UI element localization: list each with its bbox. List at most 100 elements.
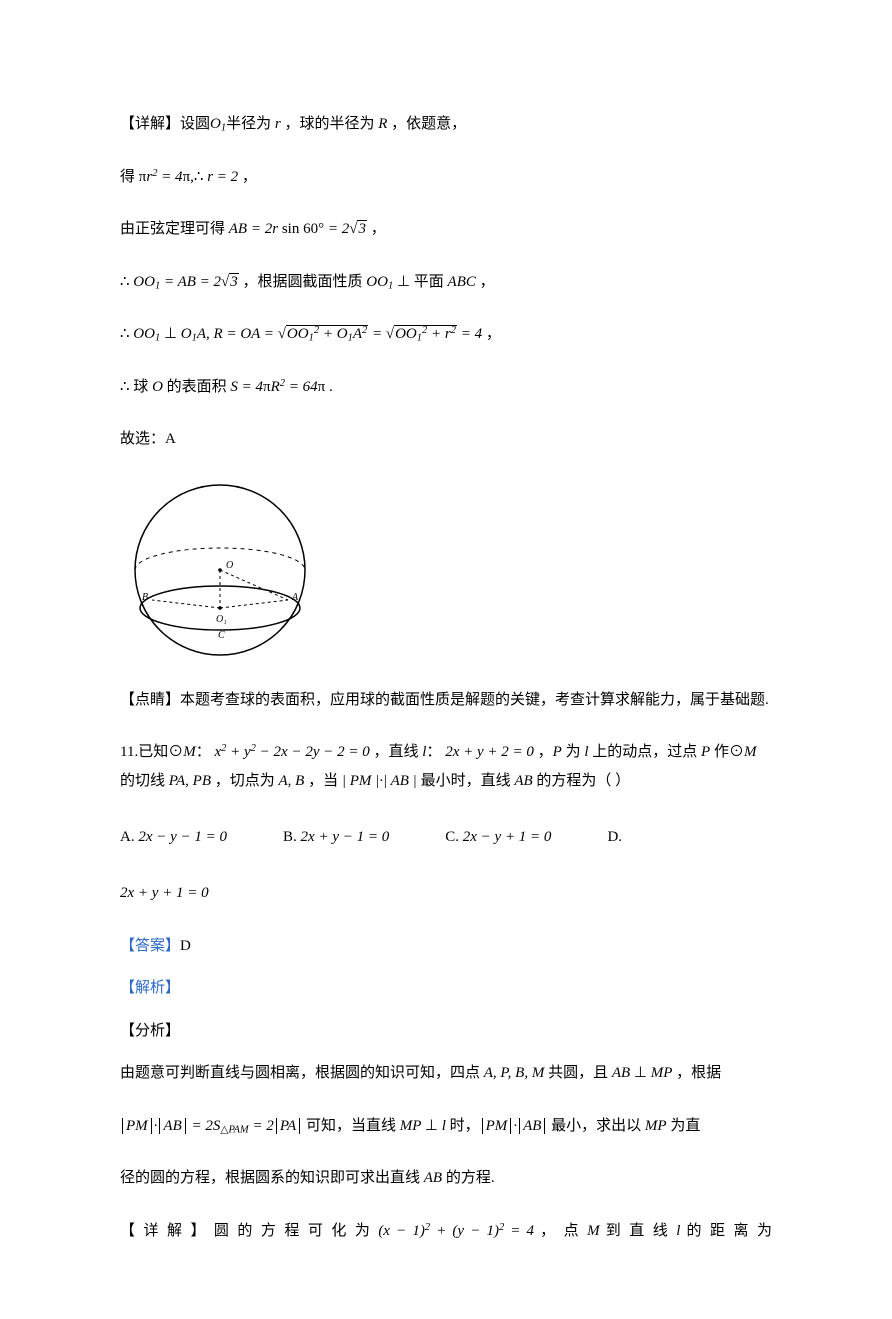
text: 可知，当直线 xyxy=(302,1118,400,1134)
math: ∴ xyxy=(120,379,133,395)
math: O1 xyxy=(210,116,226,132)
paragraph: 由题意可判断直线与圆相离，根据圆的知识可知，四点 A, P, B, M 共圆，且… xyxy=(120,1059,772,1088)
math: ABC xyxy=(448,274,476,290)
math: OO1 ⊥ xyxy=(366,274,410,290)
text: 作⊙ xyxy=(714,744,744,760)
text: ， xyxy=(534,744,553,760)
math: (x − 1)2 + (y − 1)2 = 4 xyxy=(378,1223,534,1239)
option-c: C. 2x − y + 1 = 0 xyxy=(445,819,551,855)
math: PM·AB xyxy=(480,1118,548,1134)
math: A, P, B, M xyxy=(484,1065,545,1081)
paragraph: ∴ 球 O 的表面积 S = 4πR2 = 64π . xyxy=(120,373,772,402)
text: 球 xyxy=(133,379,152,395)
math: PA, PB xyxy=(169,773,211,789)
text: 由正弦定理可得 xyxy=(120,221,229,237)
text: 得 xyxy=(120,169,139,185)
text: ，切点为 xyxy=(211,773,279,789)
text: ， xyxy=(238,169,257,185)
option-a: A. 2x − y − 1 = 0 xyxy=(120,819,227,855)
text: 【 详 解 】 圆 的 方 程 可 化 为 xyxy=(120,1223,378,1239)
jiexi-label: 【解析】 xyxy=(120,974,772,1003)
text: 最小，求出以 xyxy=(547,1118,645,1134)
page: 【详解】设圆O1半径为 r ，球的半径为 R ，依题意， 得 πr2 = 4π,… xyxy=(0,0,892,1319)
text: 到 直 线 xyxy=(600,1223,677,1239)
math: πr2 = 4π,∴ r = 2 xyxy=(139,169,238,185)
text: 的方程为（ ） xyxy=(533,773,631,789)
text: 由题意可判断直线与圆相离，根据圆的知识可知，四点 xyxy=(120,1065,484,1081)
math: ∴ OO1 = AB = 2√3 xyxy=(120,274,239,290)
text: ，根据圆截面性质 xyxy=(239,274,367,290)
text: 的表面积 xyxy=(163,379,231,395)
math: AB = 2r sin 60° = 2√3 xyxy=(229,221,367,237)
math: x2 + y2 − 2x − 2y − 2 = 0 xyxy=(214,744,369,760)
label-O1: O₁ xyxy=(216,614,227,625)
answer-label: 【答案】 xyxy=(120,938,180,954)
math: PM·AB = 2S△PAM = 2PA xyxy=(120,1118,302,1134)
math: 2x − y + 1 = 0 xyxy=(463,829,552,845)
text: 的方程. xyxy=(442,1170,495,1186)
text: ， xyxy=(476,274,495,290)
math: 2x + y + 2 = 0 xyxy=(445,744,534,760)
options: A. 2x − y − 1 = 0 B. 2x + y − 1 = 0 C. 2… xyxy=(120,819,772,855)
math: AB ⊥ MP xyxy=(612,1065,673,1081)
text: ， 点 xyxy=(534,1223,587,1239)
text: ，依题意， xyxy=(387,116,466,132)
text: ， xyxy=(367,221,386,237)
text: ： xyxy=(426,744,441,760)
fenxi-label: 【分析】 xyxy=(120,1017,772,1046)
text: ，当 xyxy=(304,773,342,789)
label-O: O xyxy=(226,560,233,571)
math: P xyxy=(701,744,710,760)
paragraph: ∴ OO1 ⊥ O1A, R = OA = √OO12 + O1A2 = √OO… xyxy=(120,320,772,349)
text: ： xyxy=(196,744,211,760)
text: 上的动点，过点 xyxy=(589,744,702,760)
math: AB xyxy=(514,773,532,789)
option-b: B. 2x + y − 1 = 0 xyxy=(283,819,389,855)
math: ∴ OO1 ⊥ O1A, R = OA = √OO12 + O1A2 = √OO… xyxy=(120,326,482,342)
math: P xyxy=(553,744,562,760)
text: 11.已知⊙ xyxy=(120,744,183,760)
math: 2x − y − 1 = 0 xyxy=(138,829,227,845)
math: A, B xyxy=(279,773,305,789)
math: O xyxy=(152,379,163,395)
text: 共圆，且 xyxy=(544,1065,612,1081)
paragraph: 径的圆的方程，根据圆系的知识即可求出直线 AB 的方程. xyxy=(120,1164,772,1193)
question-11: 11.已知⊙M： x2 + y2 − 2x − 2y − 2 = 0 ，直线 l… xyxy=(120,738,772,795)
label-A: A xyxy=(291,592,299,603)
math: M xyxy=(587,1223,600,1239)
paragraph: 由正弦定理可得 AB = 2r sin 60° = 2√3 ， xyxy=(120,215,772,244)
text: ，球的半径为 xyxy=(281,116,379,132)
text: 为直 xyxy=(667,1118,701,1134)
math: M xyxy=(183,744,196,760)
sphere-svg: O O₁ A B C xyxy=(120,478,320,663)
math: 2x + y − 1 = 0 xyxy=(301,829,390,845)
text: 平面 xyxy=(410,274,448,290)
text: 半径为 xyxy=(226,116,275,132)
text: 为 xyxy=(562,744,585,760)
text: 时， xyxy=(446,1118,480,1134)
math: M xyxy=(744,744,757,760)
paragraph: 【点睛】本题考查球的表面积，应用球的截面性质是解题的关键，考查计算求解能力，属于… xyxy=(120,686,772,715)
text: 径的圆的方程，根据圆系的知识即可求出直线 xyxy=(120,1170,424,1186)
math: S = 4πR2 = 64π xyxy=(230,379,325,395)
text: 的 距 离 为 xyxy=(680,1223,772,1239)
paragraph: ∴ OO1 = AB = 2√3 ，根据圆截面性质 OO1 ⊥ 平面 ABC ， xyxy=(120,268,772,297)
paragraph: 【详解】设圆O1半径为 r ，球的半径为 R ，依题意， xyxy=(120,110,772,139)
math: | PM |·| AB | xyxy=(342,773,417,789)
text: ，根据 xyxy=(672,1065,721,1081)
paragraph: 故选：A xyxy=(120,425,772,454)
text: . xyxy=(325,379,333,395)
text: 最小时，直线 xyxy=(417,773,515,789)
math: AB xyxy=(424,1170,442,1186)
paragraph: PM·AB = 2S△PAM = 2PA 可知，当直线 MP ⊥ l 时，PM·… xyxy=(120,1112,772,1141)
label-C: C xyxy=(218,630,225,641)
label-B: B xyxy=(142,592,148,603)
paragraph: 得 πr2 = 4π,∴ r = 2 ， xyxy=(120,163,772,192)
option-d: D. xyxy=(607,819,622,855)
math: MP xyxy=(645,1118,667,1134)
sphere-figure: O O₁ A B C xyxy=(120,478,772,668)
answer-value: D xyxy=(180,938,191,954)
math: 2x + y + 1 = 0 xyxy=(120,885,209,901)
option-d-eq: 2x + y + 1 = 0 xyxy=(120,879,772,908)
answer-line: 【答案】D xyxy=(120,932,772,961)
